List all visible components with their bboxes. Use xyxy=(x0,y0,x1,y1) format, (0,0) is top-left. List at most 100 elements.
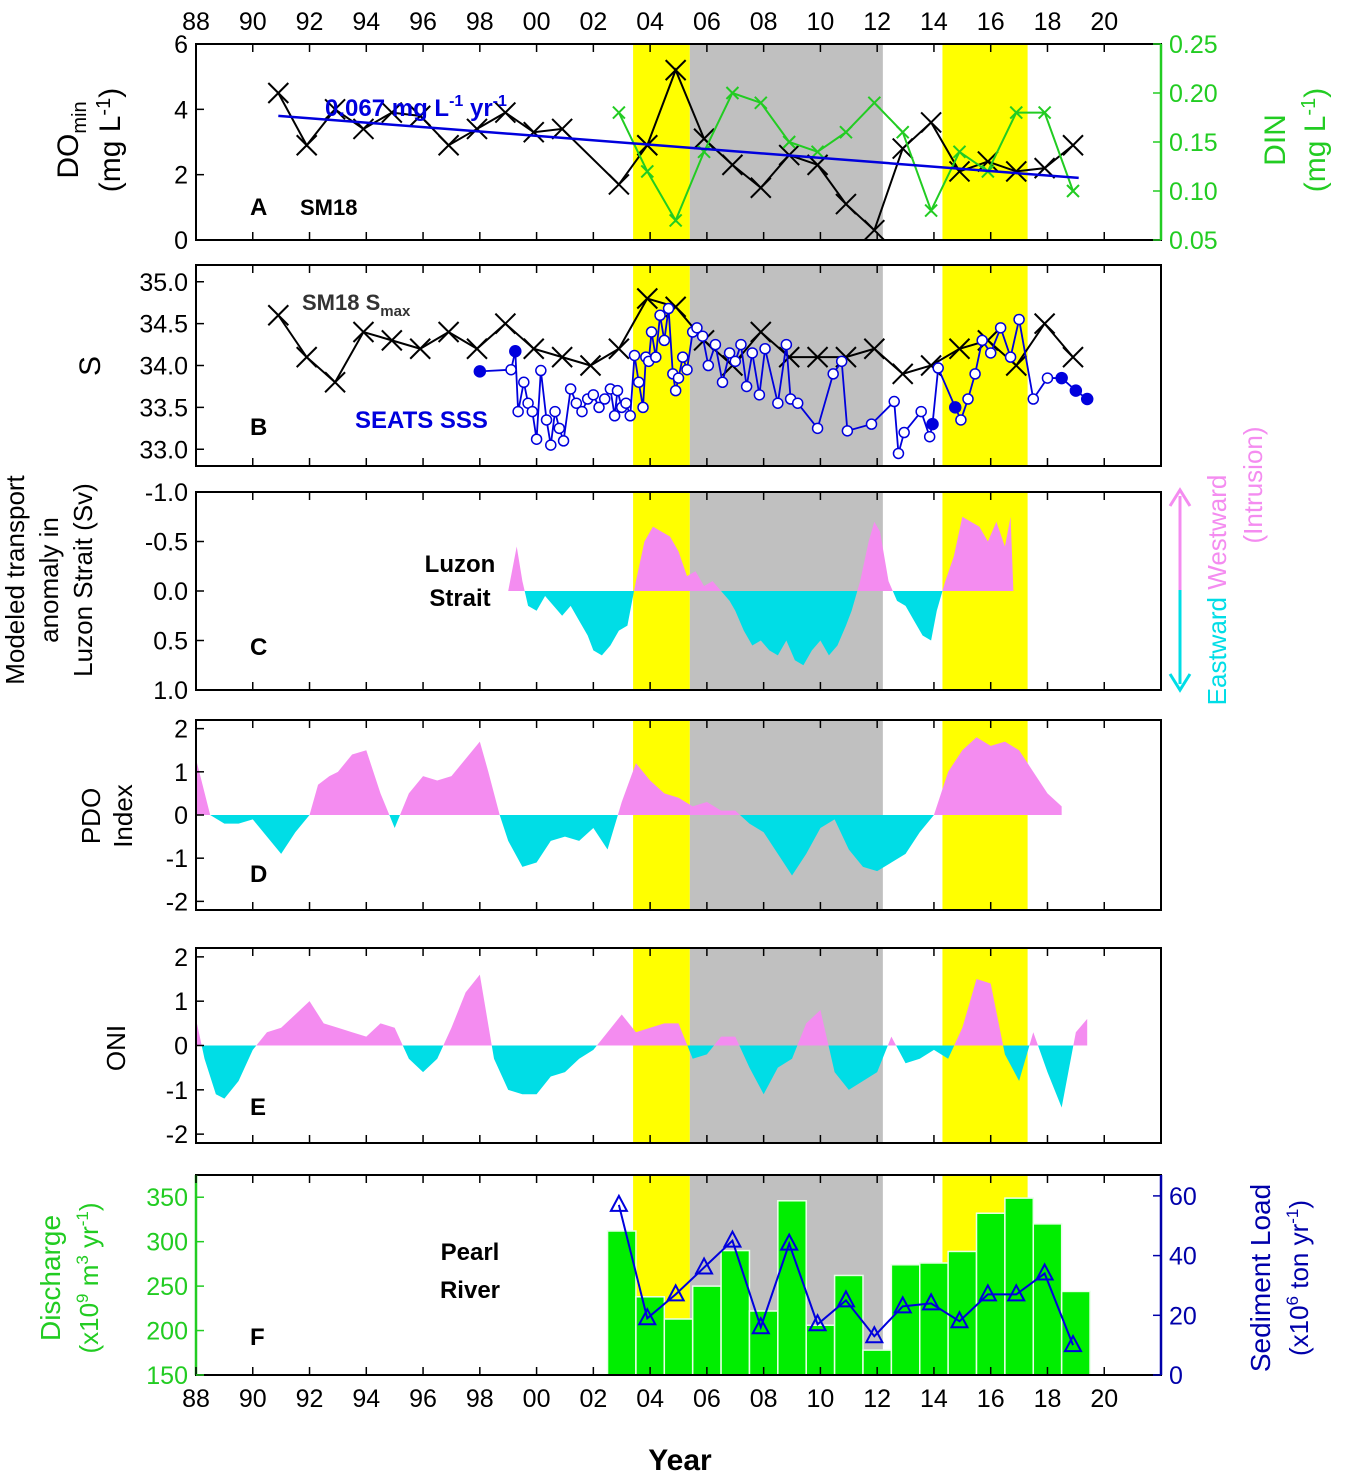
sediment-point-4 xyxy=(722,1229,743,1248)
x-tick-label-bottom-4: 96 xyxy=(409,1385,437,1413)
smax-point-2 xyxy=(324,371,346,393)
sss-point-76 xyxy=(984,347,997,359)
x-tick-label-top-11: 10 xyxy=(807,8,835,36)
sss-point-66 xyxy=(898,426,910,439)
smax-point-0 xyxy=(267,304,290,326)
panel-e-tick-label-3: 1 xyxy=(174,988,188,1016)
axis-ticks: 8888909092929494969698980000020204040606… xyxy=(139,8,1217,1413)
panel-f-left-axis-label-1: Discharge xyxy=(35,1215,66,1341)
do-min-marker-b xyxy=(750,177,772,199)
sediment-point-6 xyxy=(779,1232,799,1251)
sss-point-79 xyxy=(1013,313,1025,326)
panel-a-right-tick-label-3: 0.20 xyxy=(1169,80,1218,108)
panel-e-letter: E xyxy=(250,1094,266,1121)
panel-a-right-axis-label: DIN xyxy=(1259,114,1292,166)
discharge-bar-8 xyxy=(833,1274,864,1376)
panel-b-tick-label-1: 33.5 xyxy=(139,394,188,422)
sss-point-8 xyxy=(535,364,547,377)
panel-e-tick-label-1: -1 xyxy=(166,1077,188,1105)
panel-f-pearl-river xyxy=(606,1193,1091,1376)
panel-d-tick-label-1: -1 xyxy=(166,845,188,873)
din-point-6 xyxy=(782,135,796,149)
arrow-label-directions: Eastward Westward xyxy=(1202,475,1232,706)
panel-c-tick-label-1: -0.5 xyxy=(145,529,188,557)
sss-point-60 xyxy=(827,368,839,380)
sss-point-4 xyxy=(518,376,530,388)
smax-marker-b xyxy=(267,304,290,326)
panel-f-right-tick-label-1: 20 xyxy=(1169,1302,1197,1330)
panel-f-inset-label-1: Pearl xyxy=(441,1239,500,1266)
sss-point-73 xyxy=(962,393,974,405)
sss-point-13 xyxy=(557,435,570,447)
smax-marker-b xyxy=(295,346,318,368)
x-tick-label-top-8: 04 xyxy=(636,8,664,36)
panel-a-right-axis-unit: (mg L-1) xyxy=(1298,88,1332,192)
sss-point-25 xyxy=(620,397,632,409)
discharge-bar-12 xyxy=(947,1250,978,1376)
sediment-point-13 xyxy=(978,1283,998,1302)
smax-marker-b xyxy=(409,338,431,360)
smax-point-28 xyxy=(1062,346,1084,368)
sss-point-64 xyxy=(888,395,900,408)
sss-point-9 xyxy=(540,414,553,426)
sss-point-38 xyxy=(669,384,682,397)
do-min-marker-b xyxy=(409,105,431,127)
smax-point-21 xyxy=(863,338,886,360)
do-min-marker-b xyxy=(551,118,573,140)
din-marker-b xyxy=(697,145,711,159)
panel-b-tick-label-4: 35.0 xyxy=(139,269,188,297)
sss-point-81 xyxy=(1041,372,1054,384)
smax-point-18 xyxy=(778,346,800,368)
panel-f-right-axis-label-2: (x106 ton yr-1) xyxy=(1283,1200,1314,1356)
din-marker-b xyxy=(810,145,825,159)
panel-a-right-tick-label-0: 0.05 xyxy=(1169,227,1218,255)
din-point-16 xyxy=(1066,184,1080,198)
trend-line xyxy=(278,114,1079,180)
sss-point-59 xyxy=(811,422,824,435)
sss-point-44 xyxy=(696,330,709,342)
x-tick-label-top-1: 90 xyxy=(239,8,267,36)
panel-a-left-tick-label-2: 4 xyxy=(174,96,188,124)
sss-point-77 xyxy=(994,322,1007,334)
din-marker-b xyxy=(1066,184,1080,198)
panel-e-tick-label-4: 2 xyxy=(174,944,188,972)
sss-point-41 xyxy=(681,363,693,376)
sss-point-45 xyxy=(702,359,715,372)
panel-b-smax-label: SM18 Smax xyxy=(302,290,411,320)
do-min-point-7 xyxy=(466,118,488,140)
panel-gap-1 xyxy=(194,467,1163,491)
panel-f-letter: F xyxy=(250,1324,265,1351)
sss-point-32 xyxy=(645,326,658,338)
smax-marker-b xyxy=(466,338,488,360)
do-min-point-27 xyxy=(1062,134,1084,156)
do-min-point-9 xyxy=(523,121,545,143)
sss-point-58 xyxy=(791,397,804,409)
do-min-point-5 xyxy=(409,105,431,127)
din-marker-b xyxy=(896,125,910,139)
smax-point-24 xyxy=(948,338,971,360)
sss-point-18 xyxy=(587,389,600,401)
do-min-point-2 xyxy=(324,98,346,121)
sss-point-19 xyxy=(593,401,605,414)
x-tick-label-top-4: 96 xyxy=(409,8,437,36)
sss-point-78 xyxy=(1004,351,1017,363)
panel-d-tick-label-0: -2 xyxy=(166,888,188,916)
smax-marker-b xyxy=(381,329,403,352)
panel-f-inset-label-2: River xyxy=(440,1277,500,1304)
smax-point-19 xyxy=(806,346,829,368)
sss-point-12 xyxy=(553,422,566,435)
panel-a-trend-label: 0.067 mg L-1 yr-1 xyxy=(325,93,507,122)
x-axis-title: Year xyxy=(648,1444,712,1477)
sss-point-20 xyxy=(598,393,611,405)
x-tick-label-bottom-0: 88 xyxy=(182,1385,210,1413)
smax-point-17 xyxy=(750,321,772,343)
panel-a-right-tick-label-1: 0.10 xyxy=(1169,178,1218,206)
din-point-15 xyxy=(1037,105,1052,120)
smax-point-9 xyxy=(523,338,545,360)
x-tick-label-bottom-16: 20 xyxy=(1090,1385,1118,1413)
x-tick-label-top-9: 06 xyxy=(693,8,721,36)
do-min-point-1 xyxy=(295,134,318,156)
din-point-7 xyxy=(810,145,825,159)
x-tick-label-bottom-14: 16 xyxy=(977,1385,1005,1413)
panel-b-tick-label-2: 34.0 xyxy=(139,353,188,381)
